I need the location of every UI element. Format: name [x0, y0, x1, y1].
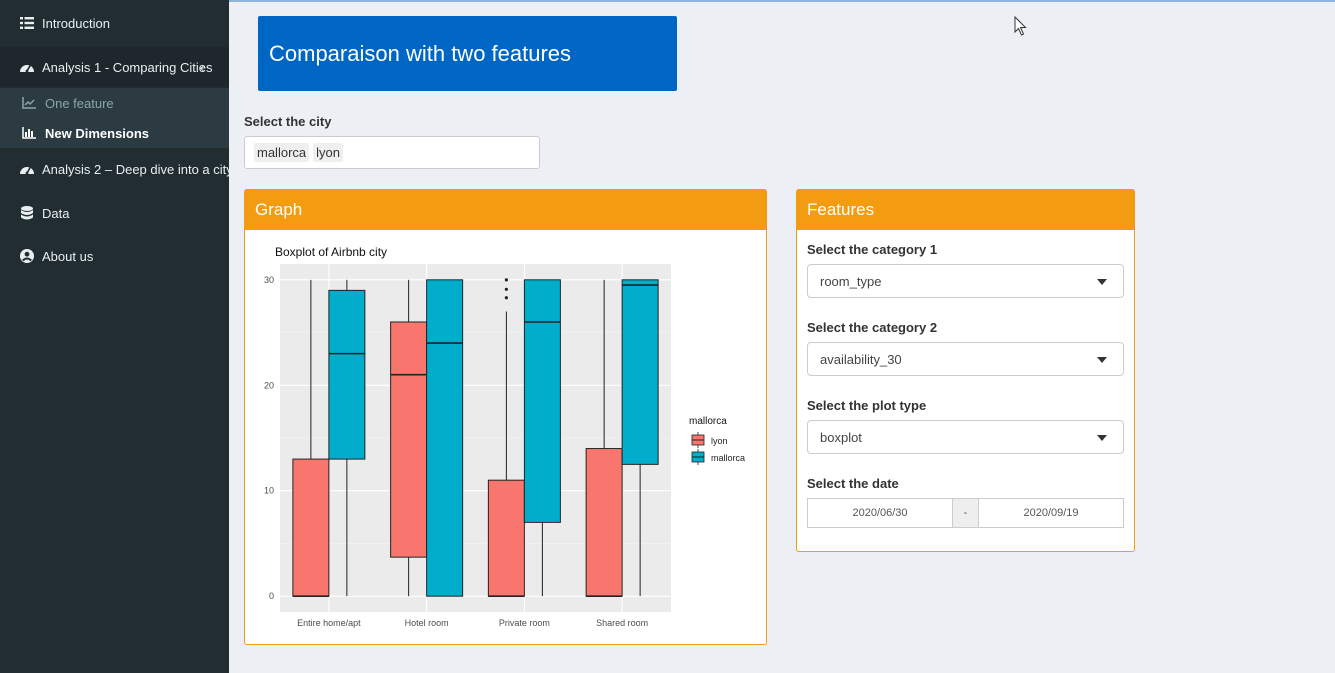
date-separator: -: [952, 499, 979, 527]
legend-title: mallorca: [689, 416, 727, 427]
legend-label: lyon: [711, 436, 728, 446]
sidebar-item-label: About us: [42, 248, 94, 264]
outlier-point: [504, 287, 508, 291]
city-tag[interactable]: lyon: [313, 143, 343, 162]
date-end-input[interactable]: 2020/09/19: [1023, 507, 1079, 519]
sidebar-item-label: Analysis 2 – Deep dive into a city: [42, 161, 229, 177]
sidebar-item-label: Analysis 1 - Comparing Cities: [42, 59, 213, 75]
date-range-input: 2020/06/30 - 2020/09/19: [807, 498, 1124, 528]
city-tag[interactable]: mallorca: [254, 143, 310, 162]
sidebar-item-label: Data: [42, 205, 70, 221]
mouse-cursor-icon: [1014, 16, 1027, 36]
date-label: Select the date: [807, 476, 899, 491]
caret-down-icon: [1097, 435, 1107, 441]
y-tick-label: 30: [264, 275, 274, 285]
page-title-text: Comparaison with two features: [269, 40, 572, 66]
plot-type-select[interactable]: boxplot: [807, 420, 1124, 454]
sidebar-subitem-new-dimensions[interactable]: New Dimensions: [0, 119, 229, 147]
database-icon: [19, 205, 35, 221]
box-lyon: [292, 458, 330, 597]
caret-down-icon: [1097, 357, 1107, 363]
caret-down-icon: [1097, 279, 1107, 285]
box-mallorca: [621, 279, 659, 465]
y-tick-label: 0: [269, 591, 274, 601]
box-lyon: [487, 479, 525, 597]
city-select-input[interactable]: mallorca lyon: [244, 136, 540, 169]
page-title: Comparaison with two features: [258, 16, 677, 91]
sidebar: Introduction Analysis 1 - Comparing Citi…: [0, 0, 229, 673]
category-2-value: availability_30: [820, 351, 902, 367]
graph-box: Graph Boxplot of Airbnb city 0 10 20 30 Entir…: [244, 189, 767, 645]
list-icon: [19, 15, 35, 31]
x-tick-label: Shared room: [596, 618, 648, 628]
box-mallorca: [328, 289, 366, 460]
graph-box-header: Graph: [245, 190, 766, 230]
plot-type-label: Select the plot type: [807, 398, 927, 413]
features-box-header: Features: [797, 190, 1134, 230]
date-start-input[interactable]: 2020/06/30: [852, 507, 908, 519]
y-tick-label: 10: [264, 486, 274, 496]
user-circle-icon: [19, 248, 35, 264]
sidebar-item-about-us[interactable]: About us: [0, 236, 229, 276]
box-mallorca: [523, 279, 561, 523]
sidebar-item-analysis-1[interactable]: Analysis 1 - Comparing Cities: [0, 47, 229, 87]
line-chart-icon: [22, 96, 38, 110]
sidebar-item-introduction[interactable]: Introduction: [0, 3, 229, 43]
features-box: Features Select the category 1 room_type…: [796, 189, 1135, 552]
category-2-select[interactable]: availability_30: [807, 342, 1124, 376]
category-2-label: Select the category 2: [807, 320, 938, 335]
category-1-value: room_type: [820, 273, 882, 289]
box-mallorca: [426, 279, 464, 597]
outlier-point: [504, 278, 508, 282]
y-tick-label: 20: [264, 380, 274, 390]
city-label: Select the city: [244, 114, 332, 129]
sidebar-item-data[interactable]: Data: [0, 193, 229, 233]
plot-type-value: boxplot: [820, 429, 862, 445]
dashboard-icon: [19, 59, 35, 75]
dashboard-icon: [19, 161, 35, 177]
sidebar-item-analysis-2[interactable]: Analysis 2 – Deep dive into a city: [0, 149, 229, 189]
sidebar-submenu: One feature New Dimensions: [0, 88, 229, 148]
category-1-label: Select the category 1: [807, 242, 938, 257]
x-tick-label: Entire home/apt: [297, 618, 361, 628]
sidebar-subitem-label: New Dimensions: [45, 125, 150, 141]
chevron-left-icon[interactable]: ‹: [200, 60, 205, 75]
sidebar-subitem-one-feature[interactable]: One feature: [0, 89, 229, 117]
sidebar-subitem-label: One feature: [45, 95, 114, 111]
category-1-select[interactable]: room_type: [807, 264, 1124, 298]
box-lyon: [390, 321, 428, 558]
outlier-point: [504, 296, 508, 300]
chart-title: Boxplot of Airbnb city: [275, 245, 387, 259]
x-tick-label: Private room: [499, 618, 550, 628]
bar-chart-icon: [22, 126, 38, 140]
legend-label: mallorca: [711, 453, 745, 463]
sidebar-item-label: Introduction: [42, 15, 110, 31]
top-border: [229, 0, 1335, 2]
x-tick-label: Hotel room: [405, 618, 449, 628]
boxplot-chart: Boxplot of Airbnb city 0 10 20 30 Entire home…: [264, 245, 745, 628]
box-lyon: [585, 448, 623, 597]
